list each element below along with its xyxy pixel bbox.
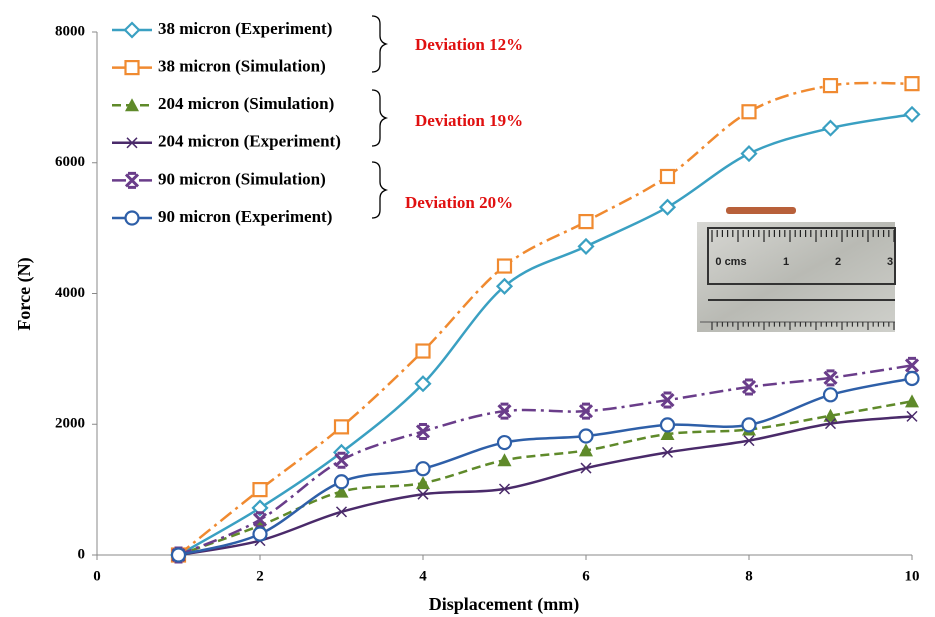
marker-shape — [126, 173, 138, 187]
marker — [125, 23, 139, 37]
marker-shape — [254, 483, 267, 496]
legend-label: 38 micron (Experiment) — [158, 19, 332, 38]
marker — [126, 61, 139, 74]
legend-label: 204 micron (Experiment) — [158, 132, 341, 151]
marker-shape — [335, 420, 348, 433]
annotation: Deviation 19% — [415, 111, 523, 130]
marker — [661, 418, 674, 431]
x-tick-label: 6 — [582, 568, 590, 584]
marker-shape — [579, 239, 593, 253]
marker-shape — [661, 170, 674, 183]
marker-shape — [498, 260, 511, 273]
marker — [905, 107, 919, 121]
marker-shape — [580, 215, 593, 228]
marker — [498, 260, 511, 273]
ruler-label: 3 — [887, 256, 893, 268]
marker-shape — [661, 418, 674, 431]
x-axis-title: Displacement (mm) — [429, 594, 579, 615]
y-tick-label: 8000 — [55, 23, 85, 39]
legend-label: 38 micron (Simulation) — [158, 57, 326, 76]
marker — [824, 79, 837, 92]
marker — [416, 476, 430, 489]
x-tick-label: 4 — [419, 568, 427, 584]
marker — [335, 420, 348, 433]
marker-shape — [824, 388, 837, 401]
annotation: Deviation 20% — [405, 193, 513, 212]
marker — [580, 430, 593, 443]
legend-braces — [372, 16, 386, 218]
marker-shape — [126, 61, 139, 74]
marker — [254, 483, 267, 496]
marker-shape — [417, 462, 430, 475]
marker-shape — [743, 105, 756, 118]
marker-shape — [498, 436, 511, 449]
legend-label: 90 micron (Experiment) — [158, 207, 332, 226]
marker — [579, 239, 593, 253]
marker — [254, 528, 267, 541]
x-tick-label: 8 — [745, 568, 753, 584]
marker — [743, 105, 756, 118]
marker-shape — [906, 372, 919, 385]
marker-shape — [905, 107, 919, 121]
marker — [661, 170, 674, 183]
marker-shape — [743, 418, 756, 431]
marker-shape — [126, 212, 139, 225]
marker-shape — [661, 200, 675, 214]
marker — [906, 372, 919, 385]
ruler-label: 0 cms — [715, 256, 746, 268]
marker — [498, 453, 512, 466]
marker — [172, 549, 185, 562]
marker — [824, 121, 838, 135]
x-tick-label: 0 — [93, 568, 101, 584]
y-tick-label: 6000 — [55, 154, 85, 170]
marker-shape — [417, 345, 430, 358]
legend-label: 90 micron (Simulation) — [158, 169, 326, 188]
marker-shape — [905, 394, 919, 407]
y-tick-label: 4000 — [55, 285, 85, 301]
marker-shape — [254, 528, 267, 541]
ruler-label: 2 — [835, 256, 841, 268]
legend-label: 204 micron (Simulation) — [158, 94, 334, 113]
y-tick-label: 0 — [78, 546, 86, 562]
series-line — [179, 365, 913, 555]
marker — [743, 418, 756, 431]
marker-shape — [335, 475, 348, 488]
marker — [498, 436, 511, 449]
marker-shape — [906, 77, 919, 90]
marker — [905, 394, 919, 407]
marker — [335, 475, 348, 488]
marker — [824, 388, 837, 401]
marker — [906, 77, 919, 90]
annotation: Deviation 12% — [415, 35, 523, 54]
marker-shape — [416, 476, 430, 489]
marker-shape — [742, 147, 756, 161]
marker-shape — [580, 430, 593, 443]
marker — [126, 173, 138, 187]
marker — [661, 200, 675, 214]
y-tick-label: 2000 — [55, 416, 85, 432]
marker — [742, 147, 756, 161]
chart: Displacement (mm) Force (N) 020004000600… — [0, 0, 935, 617]
marker-shape — [824, 121, 838, 135]
y-axis-title: Force (N) — [14, 257, 35, 330]
marker — [417, 462, 430, 475]
marker-shape — [172, 549, 185, 562]
marker — [580, 215, 593, 228]
x-tick-label: 10 — [905, 568, 920, 584]
marker-shape — [824, 79, 837, 92]
ruler-photo — [697, 207, 895, 332]
ruler-label: 1 — [783, 256, 789, 268]
x-tick-label: 2 — [256, 568, 264, 584]
marker-shape — [498, 453, 512, 466]
marker — [417, 345, 430, 358]
marker — [126, 212, 139, 225]
marker-shape — [125, 23, 139, 37]
